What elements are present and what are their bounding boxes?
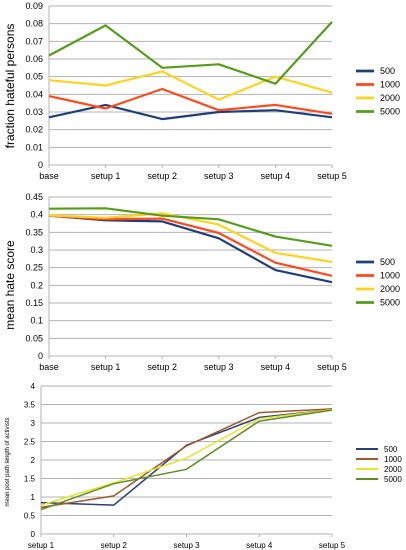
x-tick-label: setup 2 [101,541,128,550]
y-axis-label: mean post path length of activists [5,417,11,506]
series-line-2000 [48,70,333,101]
x-tick-label: setup 3 [204,171,234,181]
y-tick-label: 0.1 [30,316,43,326]
y-tick-label: 0.15 [25,298,43,308]
y-tick-label: 0.5 [24,512,36,521]
y-tick-label: 0.05 [25,72,43,82]
x-tick-label: setup 4 [261,362,291,372]
y-tick-label: 3.5 [24,401,36,410]
x-tick-label: setup 1 [91,362,121,372]
chart-panel-mean-hate-score: mean hate score 0 0.05 0.1 0.15 0.2 0.25 0.3 0.… [3,192,400,372]
y-tick-label: 1 [31,493,36,502]
y-tick-label: 0.08 [25,19,43,29]
y-tick-label: 4 [31,382,36,391]
x-tick-label: setup 1 [28,541,55,550]
y-tick-label: 2.5 [24,438,36,447]
legend-label-1000: 1000 [384,455,402,464]
x-tick-label: base [39,362,59,372]
legend-label-2000: 2000 [380,93,400,103]
series-line-2000 [40,408,333,506]
legend-label-500: 500 [384,445,398,454]
y-tick-label: 0.3 [30,245,43,255]
chart-panel-mean-post-path-length: mean post path length of activists 0 0.5 1… [5,382,402,550]
x-tick-label: setup 3 [204,362,234,372]
legend-label-1000: 1000 [380,271,400,281]
y-tick-label: 2 [31,456,36,465]
legend-label-2000: 2000 [384,465,402,474]
y-tick-label: 0.09 [25,1,43,11]
y-tick-label: 1.5 [24,475,36,484]
x-tick-label: setup 2 [147,171,177,181]
y-tick-label: 0.07 [25,36,43,46]
x-tick-label: setup 4 [246,541,273,550]
y-tick-label: 0.04 [25,89,43,99]
y-tick-label: 0 [38,351,43,361]
y-tick-label: 0.02 [25,125,43,135]
legend-label-2000: 2000 [380,284,400,294]
y-tick-label: 0.35 [25,227,43,237]
legend-label-500: 500 [380,257,395,267]
y-tick-label: 0.03 [25,107,43,117]
legend-label-5000: 5000 [380,107,400,117]
legend-label-5000: 5000 [380,298,400,308]
x-tick-label: setup 1 [91,171,121,181]
y-tick-label: 0 [38,160,43,170]
y-tick-label: 0.06 [25,54,43,64]
x-tick-label: setup 5 [319,541,346,550]
series-line-1000 [48,214,333,277]
y-axis-label: mean hate score [3,240,17,330]
x-tick-label: setup 5 [317,171,347,181]
y-tick-label: 3 [31,419,36,428]
y-tick-label: 0.45 [25,192,43,202]
y-tick-label: 0.4 [30,210,43,220]
legend-label-5000: 5000 [384,475,402,484]
series-line-5000 [48,207,333,247]
x-tick-label: setup 4 [261,171,291,181]
series-line-2000 [48,212,333,264]
x-tick-label: base [39,171,59,181]
y-tick-label: 0.2 [30,280,43,290]
legend-label-1000: 1000 [380,80,400,90]
x-tick-label: setup 3 [173,541,200,550]
series-line-5000 [48,21,333,85]
y-tick-label: 0 [31,530,36,539]
y-tick-label: 0.01 [25,142,43,152]
x-tick-label: setup 5 [317,362,347,372]
y-tick-label: 0.25 [25,263,43,273]
y-axis-label: fraction hateful persons [3,24,17,149]
x-tick-label: setup 2 [147,362,177,372]
chart-panel-fraction-hateful: fraction hateful persons 0 0.01 0.02 0.03 0.… [3,1,400,181]
series-line-1000 [48,87,333,115]
y-tick-label: 0.05 [25,333,43,343]
legend-label-500: 500 [380,66,395,76]
